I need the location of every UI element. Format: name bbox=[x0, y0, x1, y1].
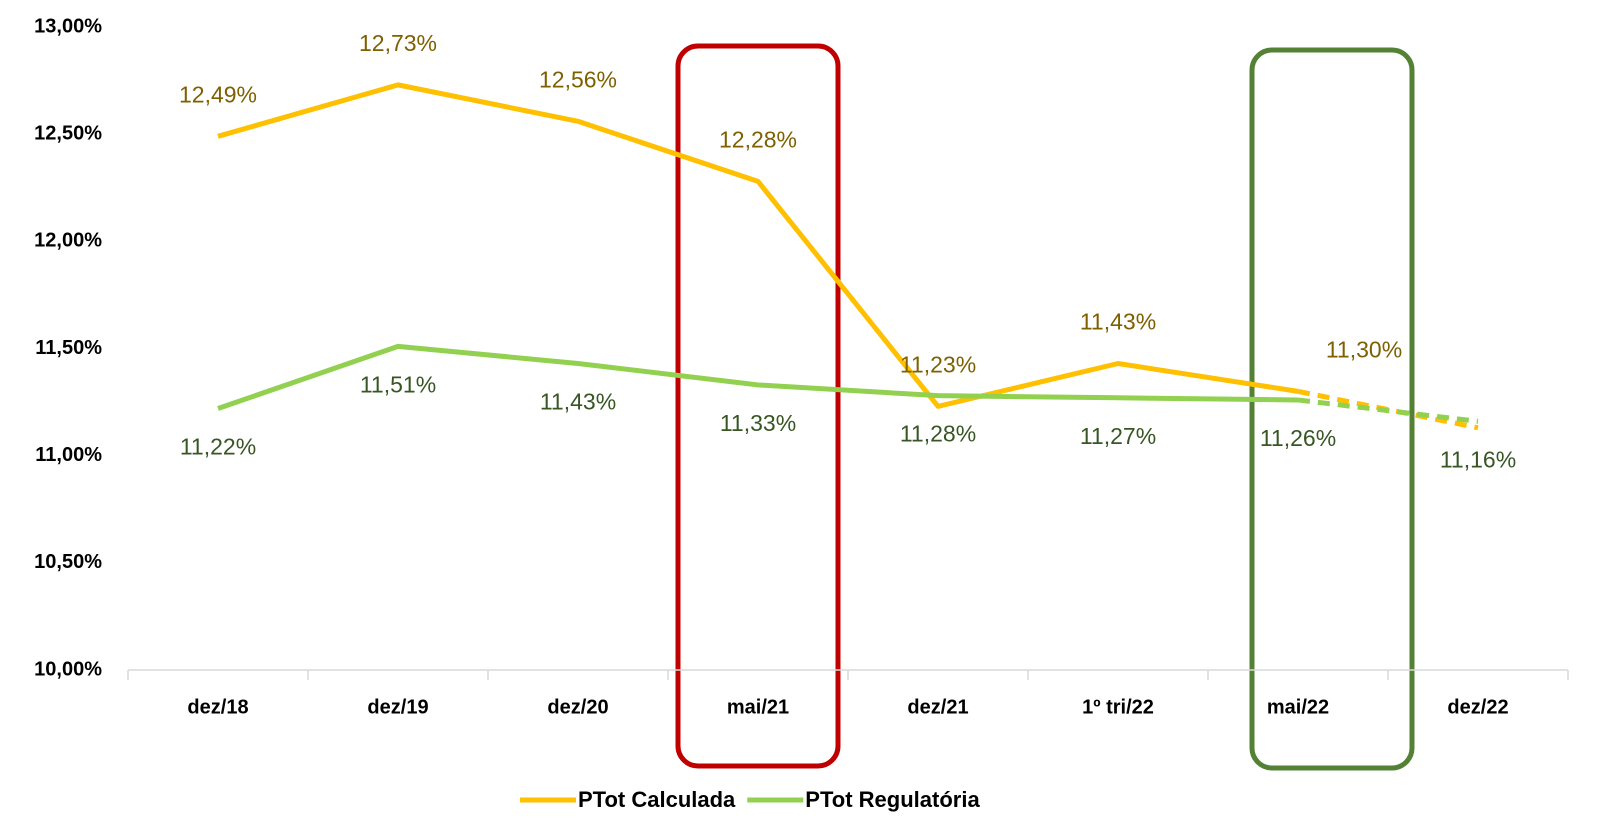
legend-item: PTot Calculada bbox=[520, 787, 736, 812]
x-tick-label: dez/19 bbox=[367, 696, 428, 718]
x-tick-label: dez/18 bbox=[187, 696, 248, 718]
y-tick-label: 12,50% bbox=[34, 122, 102, 144]
highlight-box bbox=[1249, 47, 1415, 771]
x-tick-label: 1º tri/22 bbox=[1082, 696, 1154, 718]
legend-label: PTot Regulatória bbox=[805, 787, 980, 812]
data-label: 11,51% bbox=[360, 371, 436, 397]
data-label: 12,73% bbox=[359, 30, 437, 56]
data-label: 12,56% bbox=[539, 66, 617, 92]
highlight-box bbox=[675, 43, 841, 769]
data-label: 11,16% bbox=[1440, 446, 1516, 472]
data-label: 11,28% bbox=[900, 421, 976, 447]
data-label: 12,28% bbox=[719, 126, 797, 152]
data-label: 11,27% bbox=[1080, 423, 1156, 449]
x-tick-label: dez/22 bbox=[1447, 696, 1508, 718]
y-tick-label: 12,00% bbox=[34, 230, 102, 252]
data-label: 11,30% bbox=[1326, 336, 1402, 362]
data-label: 11,43% bbox=[540, 389, 616, 415]
data-label: 11,22% bbox=[180, 434, 256, 460]
x-tick-label: dez/20 bbox=[547, 696, 608, 718]
y-tick-label: 11,00% bbox=[35, 444, 102, 466]
x-tick-label: dez/21 bbox=[907, 696, 968, 718]
data-label: 12,49% bbox=[179, 81, 257, 107]
x-tick-label: mai/21 bbox=[727, 696, 789, 718]
legend-item: PTot Regulatória bbox=[747, 787, 980, 812]
legend-label: PTot Calculada bbox=[578, 787, 736, 812]
y-tick-label: 10,50% bbox=[34, 551, 102, 573]
y-tick-label: 10,00% bbox=[34, 658, 102, 680]
series-line bbox=[217, 343, 1299, 411]
y-tick-label: 13,00% bbox=[34, 15, 102, 37]
data-label: 11,43% bbox=[1080, 309, 1156, 335]
x-tick-label: mai/22 bbox=[1267, 696, 1329, 718]
data-label: 11,33% bbox=[720, 410, 796, 436]
series-line bbox=[1297, 397, 1479, 424]
data-label: 11,23% bbox=[900, 351, 976, 377]
data-label: 11,26% bbox=[1260, 425, 1336, 451]
series-line bbox=[217, 82, 1299, 409]
y-tick-label: 11,50% bbox=[35, 337, 102, 359]
